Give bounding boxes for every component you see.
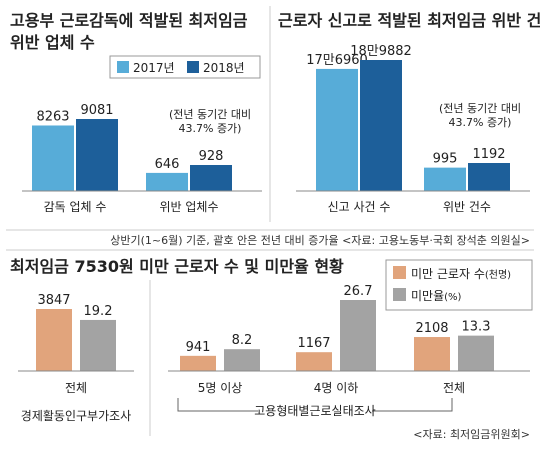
chart3-bar-s0-c3: [414, 337, 450, 371]
legend-swatch-2018: [187, 61, 199, 73]
chart3-value-label-s0-c2: 1167: [297, 336, 330, 351]
chart3-bar-s0-c1: [180, 355, 216, 371]
chart3-value-label-s1-c3: 13.3: [462, 320, 491, 335]
chart2-value-label-s1-c0: 18만9882: [350, 44, 412, 59]
chart3-bar-s1-c2: [340, 300, 376, 371]
chart1-value-label-s0-c0: 8263: [36, 109, 69, 124]
chart1-bar-s1-c1: [190, 165, 232, 191]
chart3-categories: 전체 5명 이상 4명 이하 전체: [65, 381, 465, 395]
legend-label-rate: 미만율(%): [411, 289, 462, 303]
legend-swatch-workers: [393, 266, 406, 279]
panel1-title-line1: 고용부 근로감독에 적발된 최저임금: [10, 11, 248, 30]
chart2-category-label-1: 위반 건수: [443, 200, 491, 214]
chart3-category-label-3: 전체: [443, 381, 465, 395]
chart3-bars: 3847 19.2 941 8.2 1167 26.7 2108 13.3: [36, 284, 494, 371]
panel1-legend-box: [109, 55, 261, 79]
chart1-bars: 8263 9081 646 928: [32, 103, 232, 191]
bracket-left-line: [177, 398, 258, 412]
chart1-bar-s0-c0: [32, 125, 74, 191]
legend-swatch-2017: [117, 61, 129, 73]
panel2-note-line1: (전년 동기간 대비: [439, 102, 521, 115]
chart1-value-label-s1-c1: 928: [199, 149, 224, 164]
chart2-value-label-s0-c1: 995: [433, 152, 458, 167]
chart2-bar-s1-c1: [468, 163, 510, 191]
panel1-note-line1: (전년 동기간 대비: [169, 108, 251, 121]
chart2-bar-s0-c0: [316, 68, 358, 191]
chart1-value-label-s0-c1: 646: [155, 157, 180, 172]
chart2-value-label-s1-c1: 1192: [472, 147, 505, 162]
legend-swatch-rate: [393, 288, 406, 301]
chart3-value-label-s1-c0: 19.2: [84, 304, 113, 319]
group-label-survey: 경제활동인구부가조사: [21, 409, 131, 423]
panel3-legend-box: [385, 259, 533, 311]
chart3-value-label-s0-c0: 3847: [37, 293, 70, 308]
panel3-legend: 미만 근로자 수(천명) 미만율(%): [385, 259, 533, 311]
chart1-categories: 감독 업체 수 위반 업체수: [44, 200, 219, 214]
panel2-title: 근로자 신고로 적발된 최저임금 위반 건수: [278, 11, 540, 30]
legend-label-workers: 미만 근로자 수(천명): [411, 267, 511, 281]
panel1-note-line2: 43.7% 증가): [179, 122, 242, 135]
chart3-value-label-s1-c1: 8.2: [232, 333, 253, 348]
bracket: 고용형태별근로실태조사: [177, 398, 453, 418]
chart3-value-label-s0-c3: 2108: [415, 321, 448, 336]
chart1-category-label-1: 위반 업체수: [159, 200, 218, 214]
chart3-bar-s0-c0: [36, 309, 72, 371]
chart3-category-label-0: 전체: [65, 381, 87, 395]
chart3-value-label-s0-c1: 941: [186, 340, 211, 355]
chart2-category-label-0: 신고 사건 수: [328, 200, 391, 214]
panel2-note-line2: 43.7% 증가): [449, 116, 512, 129]
chart2-bar-s1-c0: [360, 60, 402, 191]
chart3-bar-s0-c2: [296, 352, 332, 371]
panel3-title: 최저임금 7530원 미만 근로자 수 및 미만율 현황: [10, 257, 344, 276]
bracket-right-line: [372, 398, 453, 412]
source-top: 상반기(1~6월) 기준, 괄호 안은 전년 대비 증가율 <자료: 고용노동부…: [110, 234, 530, 247]
chart3-bar-s1-c3: [458, 335, 494, 371]
chart3-bar-s1-c1: [224, 349, 260, 371]
source-bottom: <자료: 최저임금위원회>: [413, 428, 530, 441]
chart1-bar-s1-c0: [76, 119, 118, 191]
legend-label-2017: 2017년: [133, 61, 175, 75]
legend-label-2018: 2018년: [203, 61, 245, 75]
chart3-bar-s1-c0: [80, 319, 116, 371]
chart2-value-label-s0-c0: 17만6960: [306, 53, 368, 68]
chart2-bar-s0-c1: [424, 167, 466, 191]
chart3-category-label-2: 4명 이하: [314, 381, 359, 395]
chart1-value-label-s1-c0: 9081: [80, 103, 113, 118]
bracket-label: 고용형태별근로실태조사: [254, 404, 375, 418]
panel1-title-line2: 위반 업체 수: [10, 33, 95, 52]
chart1-bar-s0-c1: [146, 172, 188, 191]
chart3-value-label-s1-c2: 26.7: [344, 284, 373, 299]
chart2-categories: 신고 사건 수 위반 건수: [328, 200, 491, 214]
chart1-category-label-0: 감독 업체 수: [44, 200, 107, 214]
panel1-legend: 2017년 2018년: [109, 55, 261, 79]
chart3-category-label-1: 5명 이상: [198, 381, 243, 395]
